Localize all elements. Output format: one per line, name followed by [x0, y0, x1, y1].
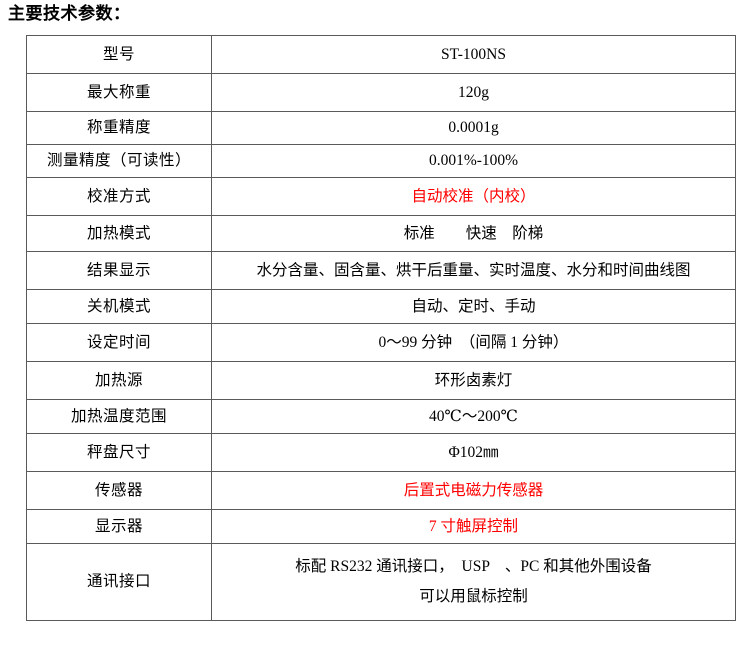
spec-value-text: 40℃～200℃ — [429, 407, 518, 425]
spec-label-cell: 结果显示 — [26, 251, 212, 290]
spec-label-text: 校准方式 — [86, 187, 151, 205]
table-row: 秤盘尺寸 Φ102㎜ — [26, 433, 736, 472]
spec-value-text: 水分含量、固含量、烘干后重量、实时温度、水分和时间曲线图 — [256, 261, 691, 279]
spec-label-cell: 加热温度范围 — [26, 399, 212, 434]
spec-value-cell: 自动校准（内校） — [211, 177, 736, 216]
spec-value-text: 标准 快速 阶梯 — [403, 224, 544, 242]
table-row: 加热模式 标准 快速 阶梯 — [26, 215, 736, 252]
spec-value-text: 环形卤素灯 — [434, 371, 513, 389]
spec-value-cell: 环形卤素灯 — [211, 361, 736, 400]
spec-label-cell: 最大称重 — [26, 73, 212, 112]
spec-label-text: 通讯接口 — [86, 573, 151, 590]
specifications-table: 型号 ST-100NS 最大称重 120g 称重精度 0.0001g 测量精度（… — [26, 35, 736, 621]
spec-value-cell: 0.0001g — [211, 111, 736, 145]
spec-value-text: 标配 RS232 通讯接口， USP 、PC 和其他外围设备 可以用鼠标控制 — [295, 558, 652, 605]
spec-value-cell: 7 寸触屏控制 — [211, 509, 736, 544]
spec-label-cell: 加热模式 — [26, 215, 212, 252]
spec-label-cell: 型号 — [26, 35, 212, 74]
spec-label-text: 传感器 — [94, 481, 143, 499]
page-title: 主要技术参数： — [8, 4, 131, 24]
spec-value-text: 0～99 分钟 （间隔 1 分钟） — [378, 333, 569, 351]
spec-label-cell: 校准方式 — [26, 177, 212, 216]
table-row: 通讯接口 标配 RS232 通讯接口， USP 、PC 和其他外围设备 可以用鼠… — [26, 543, 736, 621]
spec-label-cell: 加热源 — [26, 361, 212, 400]
table-row: 关机模式 自动、定时、手动 — [26, 289, 736, 324]
spec-label-text: 最大称重 — [86, 83, 151, 101]
table-row: 称重精度 0.0001g — [26, 111, 736, 145]
spec-label-text: 设定时间 — [86, 333, 151, 351]
table-row: 设定时间 0～99 分钟 （间隔 1 分钟） — [26, 323, 736, 362]
spec-value-cell: 120g — [211, 73, 736, 112]
spec-value-text: 0.0001g — [448, 119, 499, 136]
spec-value-cell: Φ102㎜ — [211, 433, 736, 472]
spec-label-cell: 测量精度（可读性） — [26, 144, 212, 178]
spec-label-text: 结果显示 — [86, 261, 151, 279]
spec-label-text: 显示器 — [94, 517, 143, 535]
table-row: 校准方式 自动校准（内校） — [26, 177, 736, 216]
table-row: 加热温度范围 40℃～200℃ — [26, 399, 736, 434]
spec-label-cell: 通讯接口 — [26, 543, 212, 621]
spec-value-cell: 0.001%-100% — [211, 144, 736, 178]
table-row: 最大称重 120g — [26, 73, 736, 112]
spec-label-text: 型号 — [102, 45, 135, 63]
spec-value-cell: 标准 快速 阶梯 — [211, 215, 736, 252]
spec-value-text: 7 寸触屏控制 — [428, 517, 519, 535]
spec-value-text: 120g — [458, 83, 489, 101]
table-row: 传感器 后置式电磁力传感器 — [26, 471, 736, 510]
spec-label-cell: 显示器 — [26, 509, 212, 544]
spec-label-cell: 关机模式 — [26, 289, 212, 324]
spec-label-cell: 秤盘尺寸 — [26, 433, 212, 472]
spec-label-text: 加热源 — [94, 371, 143, 389]
table-row: 型号 ST-100NS — [26, 35, 736, 74]
spec-value-cell: 标配 RS232 通讯接口， USP 、PC 和其他外围设备 可以用鼠标控制 — [211, 543, 736, 621]
spec-label-text: 测量精度（可读性） — [46, 152, 191, 169]
spec-value-cell: 0～99 分钟 （间隔 1 分钟） — [211, 323, 736, 362]
spec-value-cell: ST-100NS — [211, 35, 736, 74]
table-row: 测量精度（可读性） 0.001%-100% — [26, 144, 736, 178]
spec-label-cell: 设定时间 — [26, 323, 212, 362]
spec-label-text: 称重精度 — [86, 119, 151, 136]
spec-value-text: Φ102㎜ — [448, 443, 499, 461]
spec-value-cell: 后置式电磁力传感器 — [211, 471, 736, 510]
spec-label-text: 秤盘尺寸 — [86, 443, 151, 461]
spec-value-text: 自动、定时、手动 — [411, 297, 536, 315]
spec-label-text: 加热模式 — [86, 224, 151, 242]
spec-value-cell: 40℃～200℃ — [211, 399, 736, 434]
spec-value-text: 0.001%-100% — [428, 152, 519, 169]
spec-label-cell: 称重精度 — [26, 111, 212, 145]
spec-label-text: 加热温度范围 — [70, 407, 167, 425]
spec-value-text: 自动校准（内校） — [411, 187, 536, 205]
spec-label-text: 关机模式 — [86, 297, 151, 315]
spec-value-cell: 自动、定时、手动 — [211, 289, 736, 324]
spec-value-text: 后置式电磁力传感器 — [403, 481, 544, 499]
spec-label-cell: 传感器 — [26, 471, 212, 510]
table-row: 加热源 环形卤素灯 — [26, 361, 736, 400]
table-row: 显示器 7 寸触屏控制 — [26, 509, 736, 544]
spec-value-cell: 水分含量、固含量、烘干后重量、实时温度、水分和时间曲线图 — [211, 251, 736, 290]
table-row: 结果显示 水分含量、固含量、烘干后重量、实时温度、水分和时间曲线图 — [26, 251, 736, 290]
spec-value-text: ST-100NS — [441, 45, 506, 63]
